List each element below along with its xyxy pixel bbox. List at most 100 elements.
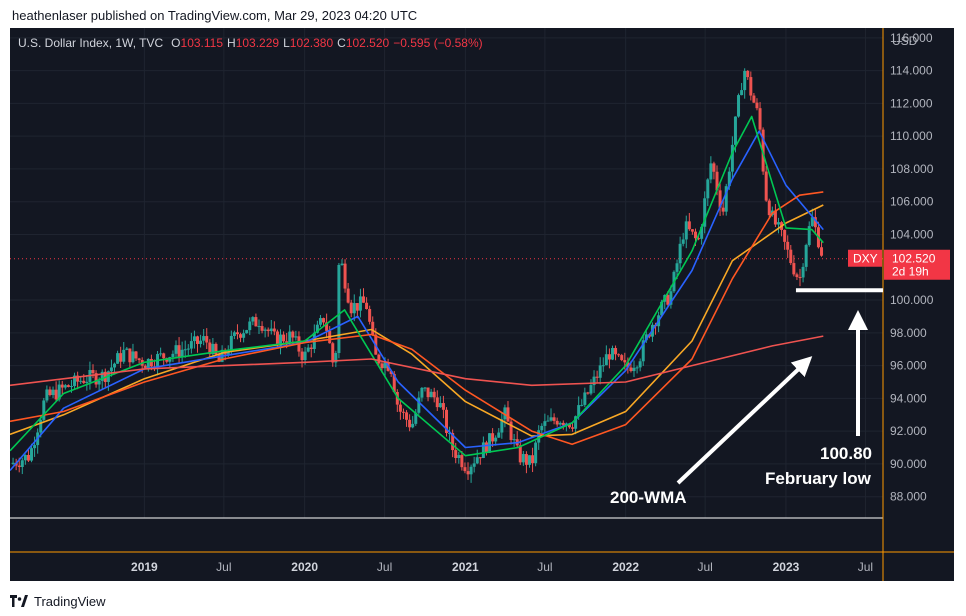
candle-body (408, 419, 412, 428)
candle-body (355, 303, 359, 311)
tradingview-logo-icon (10, 595, 28, 607)
candle-body (623, 360, 627, 363)
candle-body (73, 375, 77, 387)
candle-body (171, 353, 175, 358)
candle-body (577, 405, 581, 417)
candle-body (122, 349, 126, 362)
countdown-label: 2d 19h (892, 265, 929, 279)
price-chart[interactable]: 116.000 114.000 112.000 110.000 108.000 106.0… (10, 28, 954, 581)
candle-body (42, 400, 46, 420)
price-tag: DXY 102.520 2d 19h (848, 249, 950, 280)
candle-body (589, 385, 593, 394)
candle-body (94, 373, 98, 385)
candle-body (684, 221, 688, 240)
candle-body (192, 336, 196, 342)
candle-body (478, 457, 482, 459)
candle-body (607, 354, 611, 360)
price-tick: 114.000 (890, 64, 933, 78)
close-label: C (337, 36, 346, 50)
candle-body (435, 397, 439, 408)
footer: TradingView (10, 592, 106, 610)
candlestick-series (11, 68, 824, 483)
wma-arrow (676, 356, 813, 485)
candle-body (783, 229, 787, 242)
candle-body (334, 352, 338, 363)
wma-annotation: 200-WMA (610, 488, 687, 507)
candle-body (620, 355, 624, 361)
candle-body (703, 198, 707, 227)
candle-body (583, 392, 587, 405)
price-tick: 110.000 (890, 129, 933, 143)
candle-body (401, 411, 405, 413)
candle-body (39, 419, 43, 433)
candle-body (257, 326, 261, 328)
price-tick: 92.000 (890, 424, 927, 438)
candle-body (365, 302, 369, 310)
open-label: O (171, 36, 180, 50)
candle-body (331, 343, 335, 363)
candle-body (527, 455, 531, 465)
candle-body (109, 367, 113, 372)
candle-body (180, 349, 184, 358)
candle-body (488, 433, 492, 453)
ma-line (10, 115, 824, 457)
candle-body (392, 373, 396, 392)
publisher-header: heathenlaser published on TradingView.co… (12, 8, 418, 23)
candle-body (773, 210, 777, 225)
candle-body (727, 171, 731, 187)
candle-body (66, 385, 70, 387)
candle-body (448, 432, 452, 434)
candle-body (205, 336, 209, 343)
candle-body (491, 433, 495, 442)
candle-body (76, 375, 80, 382)
candle-body (285, 341, 289, 343)
time-tick: Jul (858, 560, 873, 574)
candle-body (454, 450, 458, 458)
candle-body (669, 291, 673, 305)
candle-body (358, 296, 362, 311)
candle-body (737, 95, 741, 117)
candle-body (767, 200, 771, 216)
candle-body (629, 367, 633, 372)
candle-body (143, 365, 147, 368)
candle-body (23, 454, 27, 461)
candle-body (377, 354, 381, 364)
candle-body (469, 466, 473, 475)
candle-body (315, 324, 319, 333)
candle-body (116, 353, 120, 364)
candle-body (820, 247, 824, 256)
currency-label: USD (892, 34, 918, 48)
candle-body (595, 376, 599, 378)
candle-body (266, 329, 270, 332)
candle-body (804, 245, 808, 267)
candle-body (586, 392, 590, 394)
candle-body (733, 116, 737, 145)
candle-body (552, 417, 556, 421)
candle-body (561, 422, 565, 426)
candle-body (17, 465, 21, 468)
price-axis: 116.000 114.000 112.000 110.000 108.000 106.0… (890, 31, 934, 504)
candle-body (398, 404, 402, 412)
candle-body (79, 380, 83, 382)
candle-body (484, 442, 488, 453)
candle-body (494, 437, 498, 442)
candle-body (26, 454, 30, 461)
candle-body (100, 371, 104, 381)
candle-body (309, 347, 313, 350)
candle-body (113, 363, 117, 368)
ma-line (10, 204, 824, 437)
candle-body (681, 239, 685, 244)
candle-body (503, 407, 507, 420)
candle-body (540, 425, 544, 431)
candle-body (635, 367, 639, 369)
candle-body (82, 380, 86, 383)
candle-body (322, 318, 326, 323)
symbol-legend: U.S. Dollar Index, 1W, TVC O103.115 H103.2… (18, 36, 483, 50)
price-tick: 94.000 (890, 391, 927, 405)
candle-body (91, 369, 95, 374)
candle-body (641, 340, 645, 362)
candle-body (97, 380, 101, 385)
candle-body (518, 445, 522, 463)
candle-body (242, 333, 246, 338)
candle-body (63, 385, 67, 388)
